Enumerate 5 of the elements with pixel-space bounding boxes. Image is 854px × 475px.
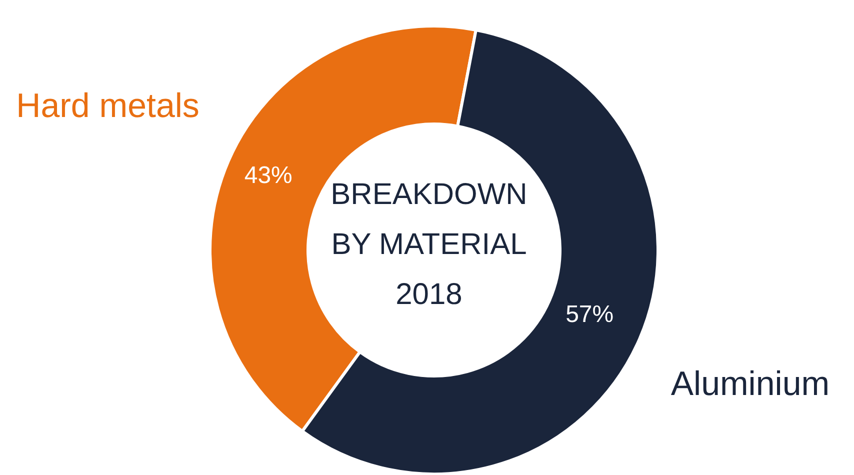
data-label: 57%	[566, 301, 614, 328]
text: BREAKDOWN BY MATERIAL 2018	[330, 177, 528, 313]
slice-label: Aluminium	[670, 365, 830, 403]
slice-label: Hard metals	[16, 87, 200, 125]
data-label: 43%	[244, 162, 292, 189]
